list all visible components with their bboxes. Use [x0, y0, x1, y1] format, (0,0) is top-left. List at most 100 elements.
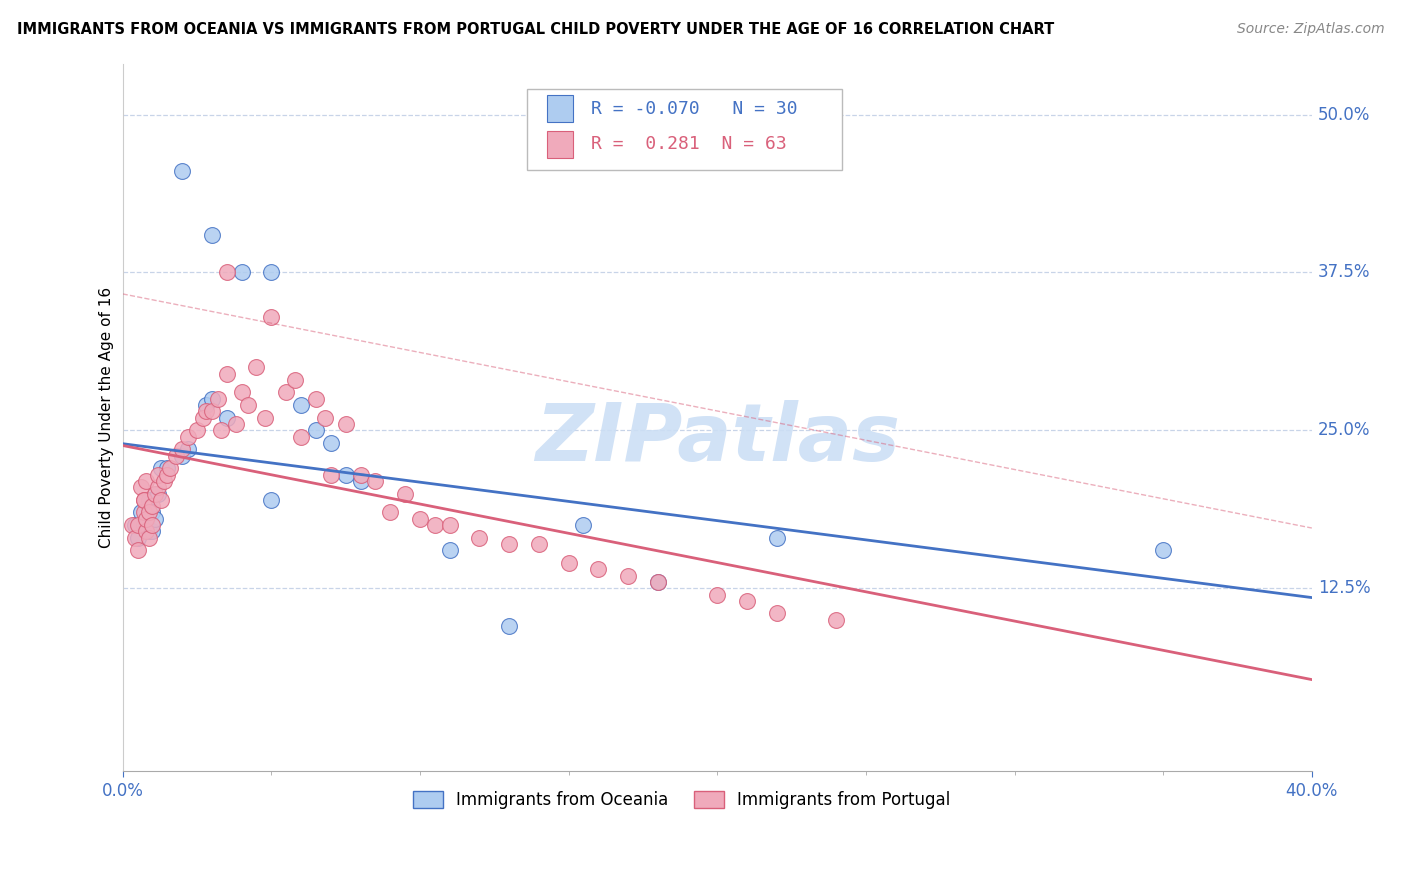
- Text: R = -0.070   N = 30: R = -0.070 N = 30: [591, 100, 797, 118]
- Point: [194, 398, 217, 412]
- Point: [194, 404, 217, 418]
- Point: [201, 227, 224, 242]
- Point: [314, 410, 336, 425]
- Point: [191, 410, 214, 425]
- Point: [647, 574, 669, 589]
- Point: [439, 543, 461, 558]
- Point: [135, 474, 157, 488]
- Point: [138, 531, 160, 545]
- Legend: Immigrants from Oceania, Immigrants from Portugal: Immigrants from Oceania, Immigrants from…: [406, 785, 957, 816]
- Point: [557, 556, 579, 570]
- Point: [305, 392, 328, 406]
- Point: [127, 543, 149, 558]
- Point: [177, 430, 200, 444]
- Point: [138, 524, 160, 539]
- Point: [254, 410, 277, 425]
- Point: [290, 398, 312, 412]
- Point: [225, 417, 247, 431]
- Point: [127, 518, 149, 533]
- Point: [201, 404, 224, 418]
- FancyBboxPatch shape: [527, 89, 842, 170]
- Point: [132, 518, 155, 533]
- Point: [498, 619, 520, 633]
- Point: [132, 492, 155, 507]
- Point: [527, 537, 550, 551]
- Point: [231, 265, 253, 279]
- Point: [141, 518, 163, 533]
- Text: R =  0.281  N = 63: R = 0.281 N = 63: [591, 136, 787, 153]
- Point: [260, 310, 283, 324]
- Point: [145, 512, 167, 526]
- Point: [135, 518, 157, 533]
- Point: [150, 492, 173, 507]
- Point: [132, 505, 155, 519]
- Point: [335, 467, 357, 482]
- Point: [319, 467, 342, 482]
- Point: [207, 392, 229, 406]
- Text: IMMIGRANTS FROM OCEANIA VS IMMIGRANTS FROM PORTUGAL CHILD POVERTY UNDER THE AGE : IMMIGRANTS FROM OCEANIA VS IMMIGRANTS FR…: [17, 22, 1054, 37]
- Point: [135, 512, 157, 526]
- Point: [141, 524, 163, 539]
- Point: [572, 518, 595, 533]
- Point: [127, 531, 149, 545]
- Point: [150, 461, 173, 475]
- Point: [468, 531, 491, 545]
- FancyBboxPatch shape: [547, 95, 574, 122]
- Text: 12.5%: 12.5%: [1317, 579, 1371, 598]
- Point: [276, 385, 298, 400]
- Point: [409, 512, 432, 526]
- Point: [215, 265, 238, 279]
- Point: [172, 449, 194, 463]
- Point: [439, 518, 461, 533]
- Point: [231, 385, 253, 400]
- Point: [380, 505, 402, 519]
- Text: 50.0%: 50.0%: [1317, 105, 1371, 124]
- Point: [825, 613, 848, 627]
- Point: [260, 492, 283, 507]
- Point: [423, 518, 446, 533]
- Point: [201, 392, 224, 406]
- Point: [138, 492, 160, 507]
- Point: [647, 574, 669, 589]
- Point: [284, 373, 307, 387]
- Text: ZIPatlas: ZIPatlas: [534, 400, 900, 478]
- Point: [141, 505, 163, 519]
- Point: [215, 410, 238, 425]
- Point: [148, 486, 170, 500]
- Point: [165, 449, 187, 463]
- Point: [706, 588, 728, 602]
- Point: [135, 524, 157, 539]
- Point: [260, 265, 283, 279]
- Point: [335, 417, 357, 431]
- Point: [617, 568, 640, 582]
- Point: [765, 531, 787, 545]
- Point: [319, 436, 342, 450]
- Point: [132, 492, 155, 507]
- Point: [588, 562, 610, 576]
- Point: [245, 360, 267, 375]
- Y-axis label: Child Poverty Under the Age of 16: Child Poverty Under the Age of 16: [100, 287, 114, 549]
- Point: [129, 480, 152, 494]
- Point: [124, 518, 146, 533]
- Text: 37.5%: 37.5%: [1317, 263, 1371, 282]
- Point: [141, 499, 163, 513]
- Point: [177, 442, 200, 457]
- Point: [735, 594, 758, 608]
- Point: [765, 607, 787, 621]
- Point: [349, 474, 371, 488]
- Point: [349, 467, 371, 482]
- Point: [498, 537, 520, 551]
- Point: [156, 467, 179, 482]
- Point: [364, 474, 387, 488]
- Point: [305, 423, 328, 437]
- Text: 25.0%: 25.0%: [1317, 421, 1371, 440]
- Point: [129, 505, 152, 519]
- Point: [156, 461, 179, 475]
- Text: Source: ZipAtlas.com: Source: ZipAtlas.com: [1237, 22, 1385, 37]
- Point: [236, 398, 259, 412]
- Point: [148, 480, 170, 494]
- Point: [172, 164, 194, 178]
- Point: [172, 442, 194, 457]
- Point: [148, 467, 170, 482]
- Point: [138, 505, 160, 519]
